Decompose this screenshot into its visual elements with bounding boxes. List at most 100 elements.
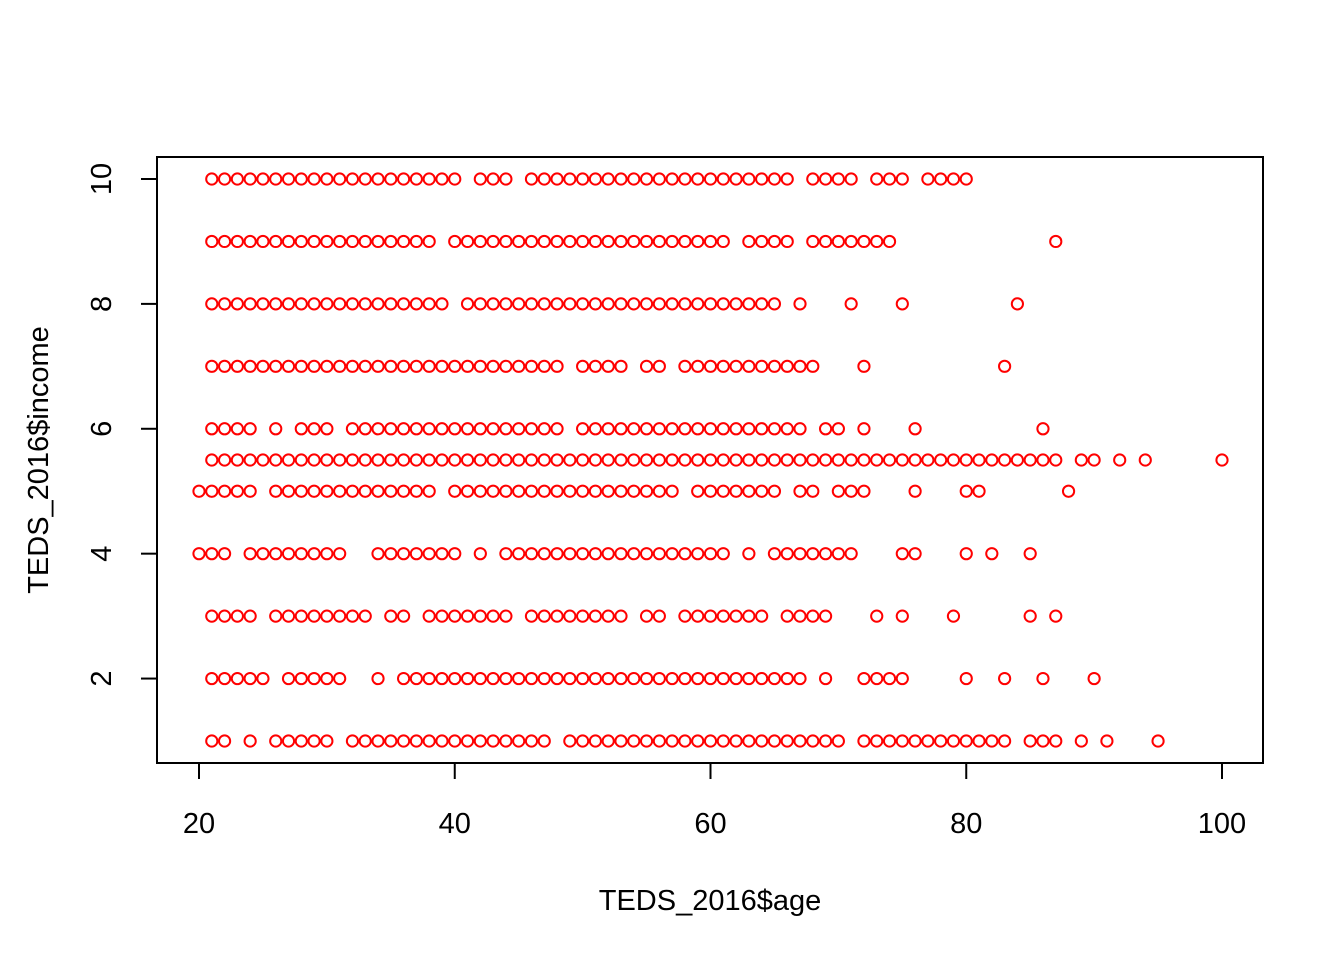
data-point (409, 359, 423, 373)
data-point (857, 359, 871, 373)
data-point (281, 547, 296, 561)
data-point (524, 297, 539, 311)
y-tick-label: 2 (86, 670, 118, 686)
data-point (576, 359, 590, 373)
data-point (780, 234, 794, 249)
data-point (333, 172, 347, 186)
data-point (294, 453, 308, 467)
data-point (1023, 734, 1037, 748)
data-point (192, 484, 206, 498)
data-point (652, 484, 666, 498)
data-point (703, 234, 718, 249)
data-point (320, 172, 334, 186)
data-point (614, 297, 628, 311)
data-point (652, 547, 666, 561)
data-point (371, 453, 385, 467)
data-point (320, 609, 334, 623)
data-point (422, 359, 436, 373)
data-point (294, 671, 308, 686)
data-point (691, 172, 705, 186)
data-point (205, 234, 219, 249)
data-point (946, 609, 961, 623)
data-point (601, 671, 615, 686)
data-point (269, 359, 283, 373)
data-point (409, 422, 423, 436)
data-point (217, 297, 232, 311)
data-point (205, 422, 219, 436)
data-point (601, 484, 615, 498)
data-point (755, 484, 769, 498)
data-point (205, 172, 219, 186)
data-point (601, 734, 615, 748)
data-point (934, 734, 948, 748)
data-point (665, 671, 679, 686)
data-point (486, 609, 500, 623)
data-point (780, 547, 794, 561)
data-point (895, 547, 909, 561)
data-point (627, 297, 641, 311)
data-point (780, 734, 794, 748)
data-point (691, 359, 705, 373)
data-point (397, 234, 411, 249)
data-point (409, 172, 423, 186)
data-point (217, 547, 232, 561)
data-point (882, 453, 897, 467)
data-point (384, 484, 398, 498)
y-tick-label: 8 (86, 296, 118, 312)
data-point (703, 671, 718, 686)
data-point (486, 359, 500, 373)
data-point (371, 422, 385, 436)
data-point (422, 172, 436, 186)
data-point (448, 609, 462, 623)
data-point (473, 671, 487, 686)
data-point (576, 671, 590, 686)
data-point (588, 297, 603, 311)
data-point (230, 484, 244, 498)
data-point (384, 297, 398, 311)
data-point (448, 484, 462, 498)
data-point (1036, 453, 1050, 467)
data-point (486, 453, 500, 467)
data-point (307, 422, 321, 436)
data-point (384, 234, 398, 249)
data-point (422, 484, 436, 498)
data-point (831, 172, 845, 186)
data-point (409, 297, 423, 311)
data-point (563, 297, 577, 311)
x-tick-label: 60 (694, 808, 726, 840)
data-point (729, 422, 743, 436)
data-point (217, 422, 232, 436)
data-point (678, 453, 692, 467)
data-point (256, 234, 270, 249)
data-point (205, 547, 219, 561)
data-point (857, 671, 871, 686)
data-point (269, 547, 283, 561)
data-point (1215, 453, 1229, 467)
data-point (371, 359, 385, 373)
data-point (652, 359, 666, 373)
data-point (614, 547, 628, 561)
data-point (959, 547, 973, 561)
data-point (806, 234, 820, 249)
data-point (371, 734, 385, 748)
data-point (358, 734, 372, 748)
data-point (959, 453, 973, 467)
data-point (729, 297, 743, 311)
data-point (345, 609, 360, 623)
data-point (1074, 453, 1088, 467)
data-point (895, 453, 909, 467)
data-point (793, 484, 807, 498)
data-point (550, 609, 564, 623)
data-point (256, 547, 270, 561)
data-point (588, 453, 603, 467)
data-point (281, 359, 296, 373)
data-point (524, 547, 539, 561)
data-point (345, 734, 360, 748)
data-point (882, 172, 897, 186)
data-point (217, 453, 232, 467)
data-point (716, 234, 730, 249)
data-point (524, 359, 539, 373)
data-point (742, 172, 756, 186)
data-point (397, 297, 411, 311)
data-point (422, 234, 436, 249)
